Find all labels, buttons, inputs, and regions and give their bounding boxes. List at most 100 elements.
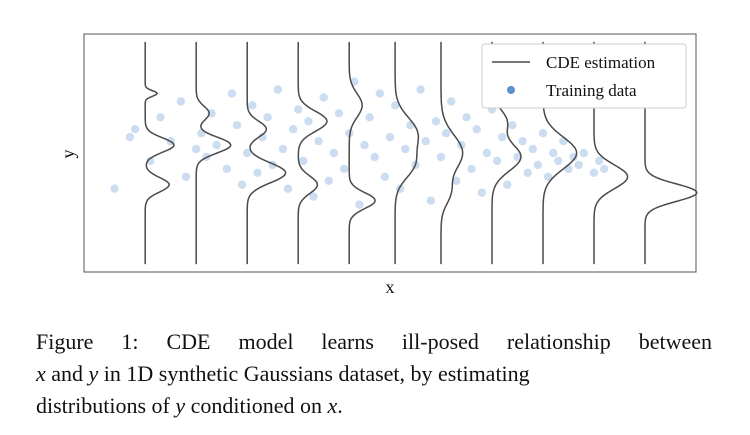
data-point bbox=[406, 121, 415, 130]
data-point bbox=[467, 164, 476, 174]
data-point bbox=[375, 89, 384, 98]
data-point bbox=[181, 172, 191, 181]
cde-curve bbox=[348, 41, 376, 265]
data-point bbox=[574, 160, 583, 170]
legend-dot-marker bbox=[507, 86, 515, 94]
data-point bbox=[492, 156, 502, 166]
figure-caption: Figure 1: CDE model learns ill-posed rel… bbox=[36, 326, 712, 422]
caption-text: conditioned on bbox=[185, 393, 328, 418]
data-point bbox=[299, 156, 308, 166]
data-point bbox=[559, 136, 568, 146]
data-point bbox=[600, 164, 609, 174]
data-point bbox=[227, 89, 237, 98]
data-point bbox=[365, 113, 374, 122]
data-point bbox=[523, 168, 532, 177]
x-axis-label: x bbox=[386, 277, 395, 297]
data-point bbox=[589, 168, 599, 177]
data-point bbox=[431, 117, 441, 126]
caption-line: Figure 1: CDE model learns ill-posed rel… bbox=[36, 326, 712, 358]
cde-curve bbox=[195, 41, 232, 265]
caption-text: . bbox=[337, 393, 343, 418]
data-point bbox=[248, 101, 257, 110]
data-point bbox=[156, 113, 165, 122]
data-point bbox=[385, 132, 395, 142]
data-point bbox=[472, 125, 481, 134]
data-point bbox=[462, 113, 471, 122]
data-point bbox=[390, 101, 400, 110]
data-point bbox=[294, 105, 303, 114]
cde-curve bbox=[394, 41, 420, 265]
legend-box bbox=[481, 43, 687, 109]
caption-text: in 1D synthetic Gaussians dataset, by es… bbox=[98, 361, 530, 386]
data-point bbox=[518, 136, 527, 146]
data-point bbox=[441, 129, 451, 138]
caption-line: distributions of y conditioned on x. bbox=[36, 390, 712, 422]
data-point bbox=[564, 164, 573, 174]
data-point bbox=[243, 148, 252, 158]
data-point bbox=[304, 117, 313, 126]
data-point bbox=[533, 160, 543, 170]
caption-text: Figure 1: CDE model learns ill-posed rel… bbox=[36, 329, 712, 354]
scatter-layer bbox=[110, 77, 609, 209]
data-point bbox=[278, 144, 288, 154]
data-point bbox=[263, 113, 272, 122]
data-point bbox=[339, 164, 349, 174]
data-point bbox=[334, 109, 344, 118]
data-point bbox=[594, 156, 604, 166]
data-point bbox=[579, 148, 588, 158]
cde-curve bbox=[144, 41, 175, 265]
cde-curve bbox=[440, 41, 464, 265]
cde-curve bbox=[297, 41, 328, 265]
data-point bbox=[477, 188, 486, 197]
data-point bbox=[253, 168, 262, 177]
legend-label-cde: CDE estimation bbox=[546, 53, 656, 72]
data-point bbox=[110, 184, 119, 193]
caption-math-var: x bbox=[36, 361, 46, 386]
data-point bbox=[447, 97, 456, 106]
data-point bbox=[237, 180, 247, 189]
data-point bbox=[176, 97, 186, 106]
cde-curve bbox=[246, 41, 287, 265]
legend: CDE estimation Training data bbox=[481, 43, 687, 109]
data-point bbox=[538, 129, 548, 138]
caption-line: x and y in 1D synthetic Gaussians datase… bbox=[36, 358, 712, 390]
data-point bbox=[345, 129, 354, 138]
data-point bbox=[543, 172, 553, 181]
data-point bbox=[125, 132, 135, 142]
data-point bbox=[401, 144, 410, 154]
data-point bbox=[192, 144, 201, 154]
data-point bbox=[130, 125, 140, 134]
data-point bbox=[222, 164, 231, 174]
cde-figure: CDE estimation Training data x y bbox=[58, 33, 698, 297]
caption-text: distributions of bbox=[36, 393, 176, 418]
data-point bbox=[498, 132, 507, 142]
data-point bbox=[482, 148, 492, 158]
data-point bbox=[314, 136, 323, 146]
data-point bbox=[426, 196, 435, 205]
caption-math-var: y bbox=[175, 393, 186, 418]
legend-label-training: Training data bbox=[546, 81, 637, 100]
data-point bbox=[258, 132, 267, 142]
data-point bbox=[283, 184, 293, 193]
data-point bbox=[355, 200, 364, 209]
data-point bbox=[452, 176, 461, 185]
y-axis-label: y bbox=[58, 150, 78, 159]
data-point bbox=[324, 176, 333, 185]
data-point bbox=[212, 140, 221, 150]
caption-math-var: y bbox=[88, 361, 99, 386]
data-point bbox=[421, 136, 430, 146]
data-point bbox=[380, 172, 390, 181]
data-point bbox=[329, 148, 339, 158]
data-point bbox=[416, 85, 425, 94]
caption-text: and bbox=[45, 361, 89, 386]
data-point bbox=[360, 140, 369, 150]
data-point bbox=[273, 85, 282, 94]
data-point bbox=[370, 152, 379, 162]
data-point bbox=[288, 125, 298, 134]
data-point bbox=[309, 192, 318, 201]
data-point bbox=[319, 93, 328, 102]
data-point bbox=[503, 180, 512, 189]
data-point bbox=[513, 152, 522, 162]
data-point bbox=[232, 121, 242, 130]
data-point bbox=[508, 121, 517, 130]
